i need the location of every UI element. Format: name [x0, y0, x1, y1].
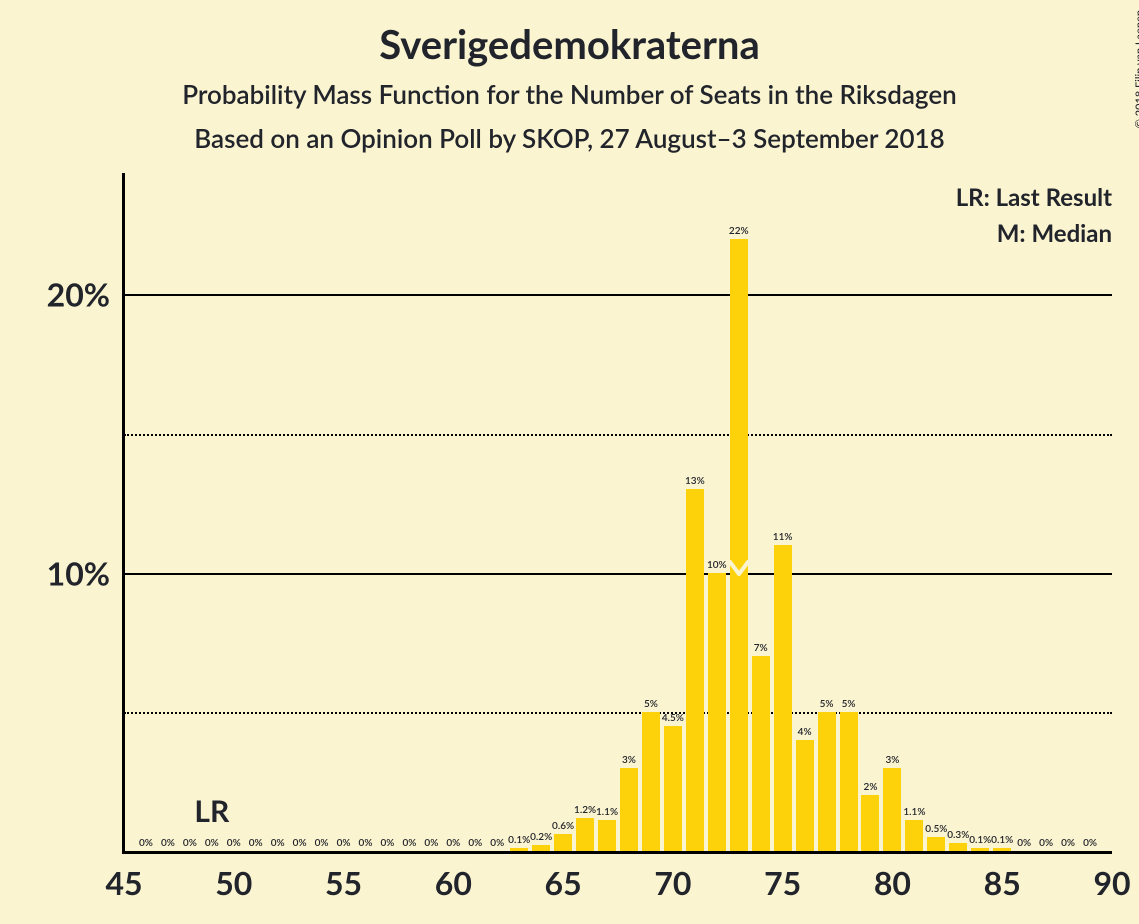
bar-value-label: 0%	[271, 837, 285, 849]
bar-value-label: 3%	[622, 754, 636, 766]
bar: 1.1%	[905, 820, 923, 851]
bar-value-label: 4%	[798, 726, 812, 738]
bar-value-label: 0%	[227, 837, 241, 849]
bar-value-label: 10%	[707, 559, 727, 571]
bar: 22%	[730, 239, 748, 851]
bar-value-label: 11%	[773, 531, 793, 543]
bar-value-label: 13%	[685, 475, 705, 487]
chart-root: Sverigedemokraterna Probability Mass Fun…	[0, 0, 1139, 924]
bar: 2%	[861, 795, 879, 851]
bar-value-label: 0%	[359, 837, 373, 849]
bar-value-label: 1.2%	[574, 804, 596, 816]
bar-value-label: 2%	[864, 781, 878, 793]
bar-value-label: 0%	[139, 837, 153, 849]
bar-value-label: 0.6%	[552, 820, 574, 832]
bar: 5%	[818, 712, 836, 851]
bar-value-label: 0%	[315, 837, 329, 849]
bar: 3%	[620, 768, 638, 852]
bar: 0.5%	[927, 837, 945, 851]
bar-value-label: 0%	[490, 837, 504, 849]
x-tick-label: 50	[215, 863, 252, 902]
copyright-text: © 2018 Filip van Laenen	[1133, 10, 1139, 128]
gridline	[124, 294, 1112, 296]
x-tick-label: 90	[1093, 863, 1130, 902]
bar-value-label: 0.2%	[530, 831, 552, 843]
bar-value-label: 0%	[424, 837, 438, 849]
bar-value-label: 1.1%	[596, 806, 618, 818]
bar-value-label: 5%	[820, 698, 834, 710]
bar-value-label: 5%	[842, 698, 856, 710]
last-result-label: LR	[194, 793, 229, 829]
bar-value-label: 0%	[380, 837, 394, 849]
bar-value-label: 0.1%	[508, 834, 530, 846]
bar-value-label: 0%	[1017, 837, 1031, 849]
bar: 1.2%	[576, 818, 594, 851]
bar-value-label: 0%	[249, 837, 263, 849]
bar-value-label: 0.1%	[969, 834, 991, 846]
gridline	[124, 434, 1112, 436]
bar-value-label: 0%	[337, 837, 351, 849]
x-tick-label: 45	[105, 863, 142, 902]
bar: 0.3%	[949, 843, 967, 851]
x-tick-label: 85	[984, 863, 1021, 902]
bar: 5%	[642, 712, 660, 851]
y-axis-line	[122, 173, 125, 851]
bar: 4.5%	[664, 726, 682, 851]
y-tick-label: 10%	[47, 553, 110, 592]
bar: 0.1%	[993, 848, 1011, 851]
chart-subtitle-2: Based on an Opinion Poll by SKOP, 27 Aug…	[0, 122, 1139, 154]
bar-value-label: 0%	[183, 837, 197, 849]
x-tick-label: 55	[325, 863, 362, 902]
bar: 10%	[708, 573, 726, 851]
gridline	[124, 712, 1112, 714]
bar-value-label: 3%	[885, 754, 899, 766]
bar-value-label: 7%	[754, 642, 768, 654]
x-tick-label: 60	[435, 863, 472, 902]
bar-value-label: 0%	[205, 837, 219, 849]
x-tick-label: 80	[874, 863, 911, 902]
bar: 0.1%	[971, 848, 989, 851]
bar-value-label: 0%	[161, 837, 175, 849]
legend-median: M: Median	[997, 219, 1112, 248]
bar-value-label: 0%	[1083, 837, 1097, 849]
bar: 0.1%	[510, 848, 528, 851]
chart-title: Sverigedemokraterna	[0, 20, 1139, 68]
chart-subtitle-1: Probability Mass Function for the Number…	[0, 78, 1139, 110]
bar: 5%	[840, 712, 858, 851]
x-tick-label: 70	[654, 863, 691, 902]
bar-value-label: 0%	[1039, 837, 1053, 849]
bar-value-label: 0.3%	[947, 829, 969, 841]
bar-value-label: 0%	[446, 837, 460, 849]
legend-last-result: LR: Last Result	[956, 183, 1112, 212]
bar: 11%	[774, 545, 792, 851]
y-tick-label: 20%	[47, 275, 110, 314]
x-tick-label: 65	[545, 863, 582, 902]
bar-value-label: 0%	[402, 837, 416, 849]
x-tick-label: 75	[764, 863, 801, 902]
bar-value-label: 0.5%	[925, 823, 947, 835]
bar: 13%	[686, 489, 704, 851]
bar-value-label: 5%	[644, 698, 658, 710]
bar-value-label: 0%	[1061, 837, 1075, 849]
bar-value-label: 22%	[729, 225, 749, 237]
bar-value-label: 4.5%	[662, 712, 684, 724]
bar: 0.6%	[554, 834, 572, 851]
plot-area: 10%20% 45505560657075808590 0%0%0%0%0%0%…	[124, 183, 1112, 851]
bar: 3%	[883, 768, 901, 852]
bar: 7%	[752, 656, 770, 851]
bar-value-label: 0%	[293, 837, 307, 849]
bar: 1.1%	[598, 820, 616, 851]
gridline	[124, 573, 1112, 575]
bar-value-label: 1.1%	[903, 806, 925, 818]
bar: 4%	[796, 740, 814, 851]
x-axis-line	[122, 851, 1112, 854]
bar-value-label: 0%	[468, 837, 482, 849]
bar-value-label: 0.1%	[991, 834, 1013, 846]
bar: 0.2%	[532, 845, 550, 851]
